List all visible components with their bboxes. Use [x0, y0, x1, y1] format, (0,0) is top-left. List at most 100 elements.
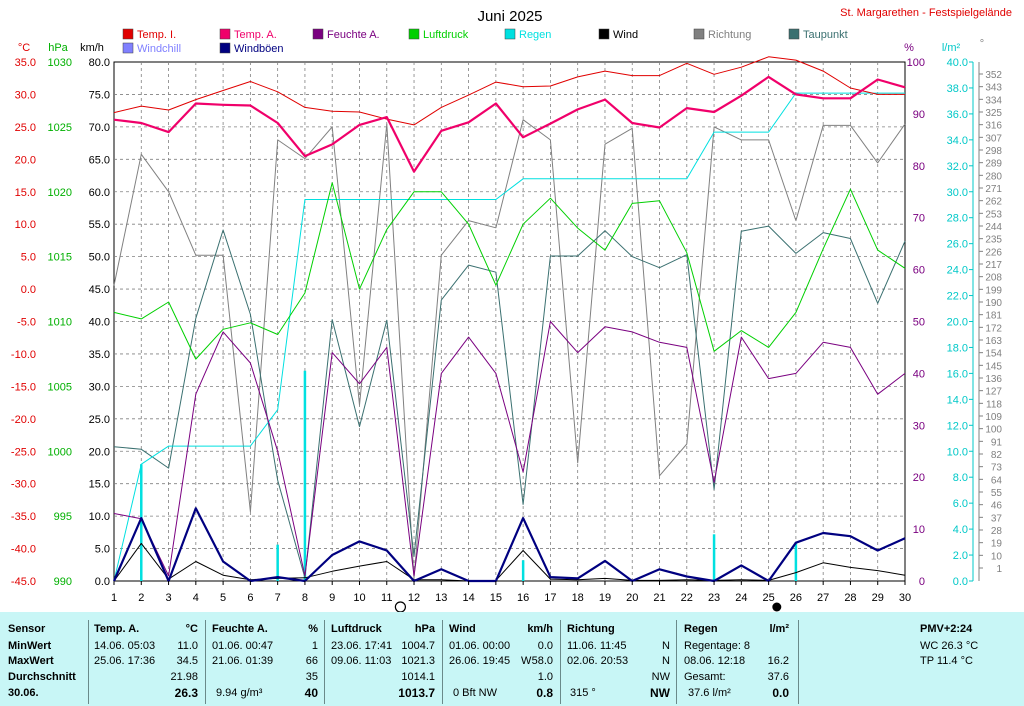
hum-max: 66 [305, 655, 318, 667]
rain-tick: 38.0 [947, 83, 968, 95]
wind-avg: 1.0 [537, 671, 553, 683]
plot-frame [113, 61, 906, 582]
x-tick-label: 28 [844, 592, 856, 604]
legend-label: Wind [613, 29, 638, 41]
x-tick-label: 18 [572, 592, 584, 604]
rain-total-label: Gesamt: [684, 671, 726, 683]
press-avg: 1014.1 [401, 671, 435, 683]
humidity-tick: 20 [913, 472, 925, 484]
pressure-tick: 1020 [48, 187, 72, 199]
x-tick-label: 17 [544, 592, 556, 604]
wind-today: 0.8 [536, 686, 553, 700]
pressure-tick: 990 [54, 576, 72, 588]
wind-min: 0.0 [537, 640, 553, 652]
rain-unit-label: l/m² [942, 42, 961, 54]
dir-max-time: 02.06. 20:53 [567, 655, 629, 667]
wind-unit: km/h [527, 623, 553, 635]
pmv-wc: WC 26.3 °C [920, 640, 979, 652]
legend-label: Temp. I. [137, 29, 176, 41]
rain-max-time: 08.06. 12:18 [684, 655, 746, 667]
temp-tick: 15.0 [15, 187, 36, 199]
rain-tick: 22.0 [947, 291, 968, 303]
wind-tick: 5.0 [95, 544, 110, 556]
direction-tick: 91 [991, 437, 1003, 448]
wind-tick: 30.0 [89, 381, 110, 393]
series-line-taupunkt [113, 225, 906, 579]
direction-tick: 1 [996, 564, 1002, 575]
humidity-tick: 10 [913, 524, 925, 536]
rain-tick: 6.0 [953, 498, 968, 510]
dir-avg: NW [651, 671, 670, 683]
dir-today: NW [650, 686, 670, 700]
temp-tick: 25.0 [15, 122, 36, 134]
legend-swatch [312, 28, 324, 40]
pressure-unit-label: hPa [48, 42, 68, 54]
hum-min: 1 [311, 640, 318, 652]
direction-tick: 271 [985, 184, 1002, 195]
wind-tick: 60.0 [89, 187, 110, 199]
temp-max-time: 25.06. 17:36 [94, 655, 156, 667]
rain-tick: 20.0 [947, 317, 968, 329]
rain-tick: 30.0 [947, 187, 968, 199]
temp-max: 34.5 [176, 655, 198, 667]
temp-avg: 21.98 [170, 671, 198, 683]
direction-tick: 10 [991, 551, 1003, 562]
direction-tick: 100 [985, 425, 1002, 436]
wind-tick: 65.0 [89, 154, 110, 166]
x-tick-label: 9 [329, 592, 335, 604]
x-tick-label: 5 [220, 592, 226, 604]
wind-tick: 20.0 [89, 446, 110, 458]
x-tick-label: 24 [735, 592, 747, 604]
x-axis: 1 2 3 4 5 6 7 8 9 10 11 12 13 14 15 16 17 18 19 20 21 22 23 24 2… [111, 581, 911, 612]
rain-tick: 16.0 [947, 368, 968, 380]
legend-swatch [788, 28, 800, 40]
temp-tick: -15.0 [11, 381, 36, 393]
series-line-windb-en [112, 507, 906, 583]
direction-tick: 46 [991, 501, 1003, 512]
legend-swatch [219, 28, 231, 40]
x-tick-label: 19 [599, 592, 611, 604]
plot-area [112, 56, 906, 583]
rain-unit: l/m² [769, 623, 789, 635]
series-line-luftdruck [113, 182, 906, 360]
series-line-temp-i [113, 56, 905, 126]
sensor-row-today: 30.06. [8, 687, 39, 699]
pressure-tick: 1025 [48, 122, 72, 134]
direction-tick: 127 [985, 387, 1002, 398]
temp-tick: -5.0 [17, 317, 36, 329]
direction-tick: 82 [991, 450, 1003, 461]
direction-tick: 289 [985, 159, 1002, 170]
x-tick-label: 30 [899, 592, 911, 604]
humidity-tick: 0 [919, 576, 925, 588]
hum-today: 40 [304, 686, 318, 700]
direction-tick: 163 [985, 336, 1002, 347]
direction-tick: 280 [985, 171, 1002, 182]
wind-bft: 0 Bft NW [453, 687, 498, 699]
humidity-tick: 90 [913, 109, 925, 121]
x-tick-label: 11 [381, 592, 392, 604]
pressure-tick: 1005 [48, 381, 72, 393]
x-tick-label: 27 [817, 592, 829, 604]
dir-min: N [662, 640, 670, 652]
sensor-head: Sensor [8, 623, 46, 635]
press-max: 1021.3 [401, 655, 435, 667]
press-min-time: 23.06. 17:41 [331, 640, 393, 652]
humidity-tick: 50 [913, 317, 925, 329]
hum-avg: 35 [305, 671, 318, 683]
direction-tick: 208 [985, 273, 1002, 284]
legend-swatch [408, 28, 420, 40]
rain-tick: 32.0 [947, 161, 968, 173]
temp-tick: 30.0 [15, 89, 36, 101]
rain-tick: 28.0 [947, 213, 968, 225]
chart-title: Juni 2025 [477, 8, 542, 25]
legend-label: Feuchte A. [327, 29, 380, 41]
dir-min-time: 11.06. 11:45 [567, 640, 627, 652]
x-tick-label: 13 [435, 592, 447, 604]
pressure-tick: 1010 [48, 317, 72, 329]
pressure-tick: 1015 [48, 252, 72, 264]
pressure-tick: 1000 [48, 446, 72, 458]
rain-tick: 2.0 [953, 550, 968, 562]
legend-label: Richtung [708, 29, 751, 41]
x-tick-label: 22 [681, 592, 693, 604]
temp-tick: -10.0 [11, 349, 36, 361]
